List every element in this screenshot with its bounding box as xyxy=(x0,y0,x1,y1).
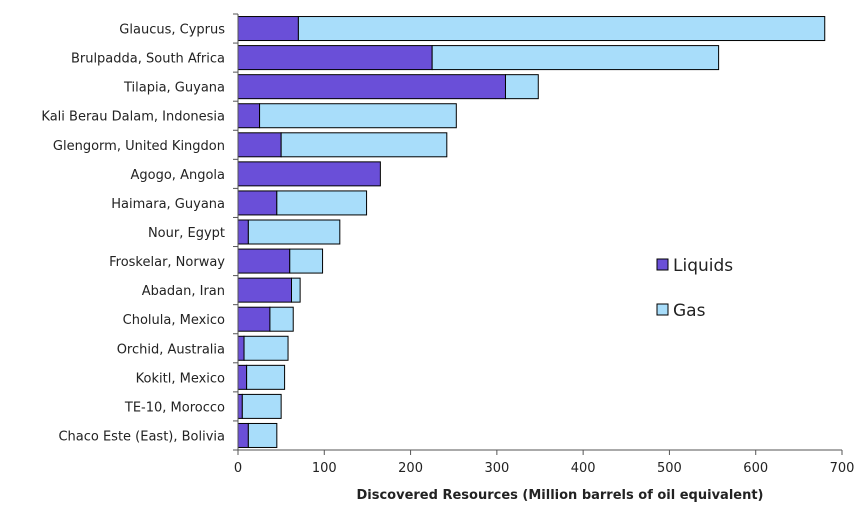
category-labels: Glaucus, Cyprus Brulpadda, South Africa Ti… xyxy=(41,23,225,445)
bar-gas xyxy=(431,45,720,71)
category-label: Haimara, Guyana xyxy=(111,197,225,212)
bar-gas xyxy=(297,16,826,42)
bar-liquids xyxy=(237,190,278,216)
bar-liquids xyxy=(237,393,243,419)
bars-group xyxy=(237,16,826,448)
x-tick-label: 0 xyxy=(234,461,242,476)
bar-gas xyxy=(504,74,539,100)
x-axis-title: Discovered Resources (Million barrels of… xyxy=(356,488,763,503)
category-label: Glaucus, Cyprus xyxy=(119,23,225,38)
axes-group xyxy=(233,13,843,455)
bar-liquids xyxy=(237,364,248,390)
bar-gas xyxy=(290,277,301,303)
bar-liquids xyxy=(237,74,506,100)
category-label: Froskelar, Norway xyxy=(109,255,225,270)
legend: Liquids Gas xyxy=(656,256,733,321)
legend-swatch-gas xyxy=(656,303,669,316)
bar-liquids xyxy=(237,103,261,129)
bar-liquids xyxy=(237,335,245,361)
bar-gas xyxy=(247,422,278,448)
x-tick-labels: 0 100 200 300 400 500 600 700 xyxy=(234,461,855,476)
bar-gas xyxy=(289,248,324,274)
x-tick-label: 300 xyxy=(484,461,509,476)
category-label: TE-10, Morocco xyxy=(124,400,225,415)
bar-gas xyxy=(276,190,368,216)
category-label: Abadan, Iran xyxy=(142,284,225,299)
category-label: Kali Berau Dalam, Indonesia xyxy=(41,110,225,125)
x-tick-label: 500 xyxy=(657,461,682,476)
bar-gas xyxy=(246,364,286,390)
bar-gas xyxy=(259,103,457,129)
bar-liquids xyxy=(237,219,249,245)
bar-gas xyxy=(280,132,448,158)
x-tick-label: 700 xyxy=(830,461,855,476)
legend-label-liquids: Liquids xyxy=(673,256,733,276)
category-label: Tilapia, Guyana xyxy=(123,81,225,96)
category-label: Orchid, Australia xyxy=(117,342,225,357)
bar-liquids xyxy=(237,422,249,448)
category-label: Cholula, Mexico xyxy=(123,313,225,328)
bar-gas xyxy=(269,306,294,332)
category-label: Kokitl, Mexico xyxy=(136,371,225,386)
bar-liquids xyxy=(237,45,433,71)
legend-swatch-liquids xyxy=(656,258,669,271)
category-label: Nour, Egypt xyxy=(148,226,225,241)
bar-gas xyxy=(241,393,282,419)
x-tick-label: 400 xyxy=(571,461,596,476)
category-label: Chaco Este (East), Bolivia xyxy=(58,429,225,444)
x-tick-label: 200 xyxy=(398,461,423,476)
x-tick-label: 600 xyxy=(743,461,768,476)
bar-liquids xyxy=(237,248,291,274)
category-label: Agogo, Angola xyxy=(131,168,226,183)
bar-liquids xyxy=(237,132,282,158)
bar-liquids xyxy=(237,277,292,303)
bar-liquids xyxy=(237,16,299,42)
bar-gas xyxy=(243,335,289,361)
x-tick-label: 100 xyxy=(312,461,337,476)
bar-gas xyxy=(247,219,341,245)
category-label: Glengorm, United Kingdon xyxy=(53,139,225,154)
bar-liquids xyxy=(237,306,271,332)
bar-liquids xyxy=(237,161,381,187)
category-label: Brulpadda, South Africa xyxy=(71,52,225,67)
legend-label-gas: Gas xyxy=(673,301,706,321)
